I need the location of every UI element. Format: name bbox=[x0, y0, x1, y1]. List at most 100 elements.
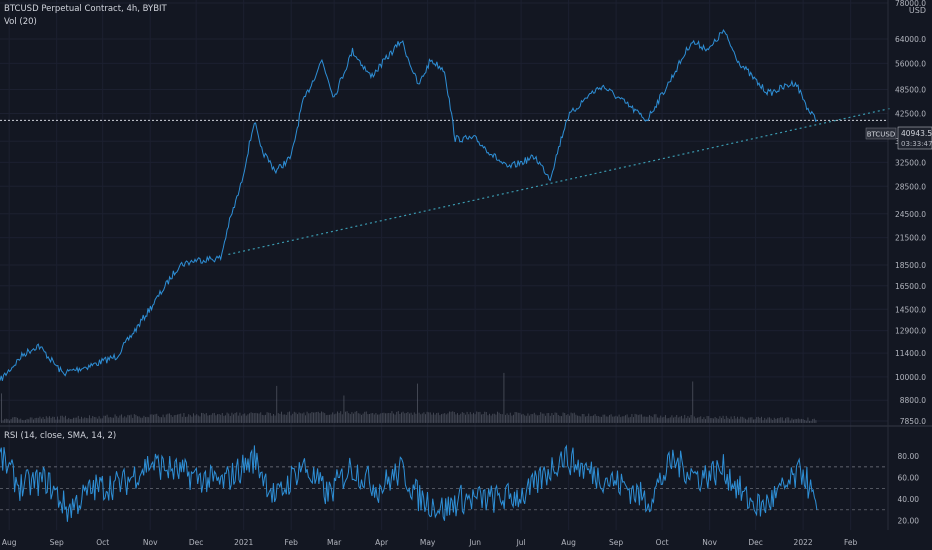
volume-bar bbox=[543, 413, 545, 423]
volume-bar bbox=[295, 412, 297, 423]
volume-bar bbox=[457, 413, 458, 423]
volume-bar bbox=[274, 415, 276, 423]
volume-bar bbox=[658, 417, 660, 423]
volume-bar bbox=[69, 419, 71, 423]
volume-bar bbox=[209, 415, 210, 423]
time-axis-ticks[interactable]: Aug Sep Oct Nov Dec 2021 Feb Mar Apr May Jun Jul Aug… bbox=[2, 538, 858, 547]
price-axis-tick-label: 16500.0 bbox=[895, 282, 926, 291]
volume-bar bbox=[345, 411, 346, 423]
volume-bar bbox=[37, 417, 39, 423]
volume-bar bbox=[311, 412, 313, 423]
volume-bar bbox=[319, 413, 321, 423]
volume-bar bbox=[633, 417, 634, 423]
volume-bar bbox=[594, 414, 596, 423]
volume-bar bbox=[706, 416, 708, 423]
volume-bar bbox=[263, 415, 265, 423]
volume-bar bbox=[769, 417, 770, 423]
volume-bar bbox=[770, 418, 772, 423]
volume-bar bbox=[25, 419, 26, 423]
price-axis-ticks[interactable]: 78000.064000.056000.048500.042500.036500… bbox=[895, 0, 926, 426]
time-axis-tick-label: Oct bbox=[96, 538, 109, 547]
volume-bar bbox=[172, 416, 174, 423]
volume-bar bbox=[253, 413, 255, 423]
volume-bar bbox=[772, 420, 774, 423]
volume-bar bbox=[650, 416, 652, 423]
volume-bar bbox=[135, 414, 137, 423]
volume-bar bbox=[330, 414, 332, 423]
volume-bar bbox=[239, 412, 241, 423]
volume-bar bbox=[583, 414, 585, 423]
volume-bar bbox=[380, 413, 382, 423]
volume-bar bbox=[66, 419, 68, 423]
volume-bar bbox=[492, 413, 494, 423]
volume-bar bbox=[63, 417, 65, 423]
volume-bar bbox=[138, 416, 140, 423]
volume-bar bbox=[308, 413, 310, 423]
volume-bar bbox=[660, 415, 662, 423]
volume-bar bbox=[655, 414, 657, 423]
volume-bar bbox=[327, 414, 329, 423]
volume-bar bbox=[532, 414, 534, 423]
volume-bar bbox=[665, 415, 666, 423]
volume-bar bbox=[527, 413, 529, 423]
volume-bar bbox=[546, 413, 548, 423]
volume-bar bbox=[287, 412, 289, 423]
volume-bar bbox=[738, 418, 740, 423]
volume-bar bbox=[802, 419, 804, 423]
volume-bar bbox=[484, 411, 486, 423]
volume-bar bbox=[279, 413, 281, 423]
volume-bar bbox=[143, 415, 145, 423]
time-axis-tick-label: Sep bbox=[50, 538, 64, 547]
volume-bar bbox=[495, 414, 497, 423]
volume-bar bbox=[68, 417, 70, 423]
volume-bar bbox=[682, 418, 684, 423]
time-axis-tick-label: Mar bbox=[327, 538, 342, 547]
volume-bar bbox=[617, 416, 618, 423]
volume-bar bbox=[282, 414, 284, 423]
volume-bar bbox=[375, 413, 377, 423]
volume-bar bbox=[749, 417, 751, 423]
volume-bar bbox=[133, 414, 135, 423]
volume-bar bbox=[463, 412, 465, 423]
volume-bar bbox=[407, 412, 409, 423]
volume-bar bbox=[258, 413, 260, 423]
trendline[interactable] bbox=[228, 107, 893, 256]
volume-bar bbox=[322, 412, 324, 423]
volume-bar bbox=[668, 418, 670, 423]
volume-bar bbox=[221, 413, 223, 423]
volume-bar bbox=[639, 414, 641, 423]
volume-bar bbox=[335, 413, 337, 423]
volume-bar bbox=[452, 411, 454, 423]
volume-bar bbox=[621, 416, 623, 423]
volume-bar bbox=[524, 415, 526, 423]
volume-bar bbox=[522, 413, 524, 423]
price-axis-tick-label: 12900.0 bbox=[895, 327, 926, 336]
volume-bar bbox=[228, 413, 230, 423]
volume-bar bbox=[314, 412, 316, 423]
volume-bar bbox=[545, 415, 546, 423]
volume-bar bbox=[146, 416, 148, 423]
volume-bar bbox=[649, 415, 650, 423]
volume-bar bbox=[721, 417, 722, 423]
volume-bar bbox=[369, 414, 370, 423]
volume-bar bbox=[113, 417, 114, 423]
volume-bar bbox=[338, 412, 340, 423]
volume-bar bbox=[141, 417, 143, 423]
time-axis-tick-label: Nov bbox=[143, 538, 158, 547]
volume-bar bbox=[245, 415, 247, 423]
volume-bar bbox=[207, 415, 209, 423]
volume-bar bbox=[372, 413, 374, 423]
volume-bar bbox=[809, 420, 810, 423]
volume-bar bbox=[5, 418, 7, 423]
volume-bar bbox=[735, 418, 737, 423]
price-axis-tick-label: 18500.0 bbox=[895, 261, 926, 270]
volume-bar bbox=[373, 414, 375, 423]
volume-bar bbox=[169, 413, 170, 423]
volume-bar bbox=[418, 412, 420, 423]
volume-bar bbox=[725, 415, 727, 423]
volume-bar bbox=[431, 414, 433, 423]
volume-bar bbox=[601, 416, 602, 423]
time-axis-tick-label: Jul bbox=[516, 538, 526, 547]
volume-bar bbox=[52, 416, 54, 423]
